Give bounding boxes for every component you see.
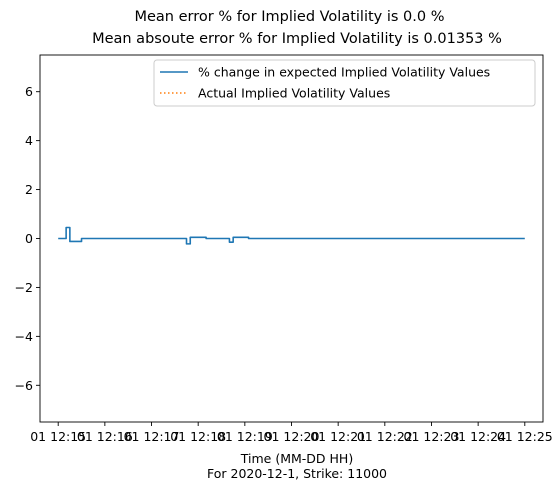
x-tick-label: 01 12:19 xyxy=(217,429,273,444)
series-line-1 xyxy=(58,226,525,245)
x-tick-label: 01 12:17 xyxy=(124,429,180,444)
y-tick-label: 6 xyxy=(25,84,33,99)
y-tick-label: 4 xyxy=(25,133,33,148)
y-tick-label: −4 xyxy=(15,329,33,344)
x-axis-label: Time (MM-DD HH) xyxy=(240,451,354,466)
y-axis-ticks: −6 −4 −2 0 2 4 6 xyxy=(15,84,40,393)
legend-box xyxy=(153,59,536,107)
x-tick-label: 01 12:22 xyxy=(357,429,413,444)
x-tick-label: 01 12:20 xyxy=(264,429,320,444)
legend: % change in expected Implied Volatility … xyxy=(153,59,536,107)
x-tick-label: 01 12:21 xyxy=(310,429,366,444)
y-tick-label: 2 xyxy=(25,182,33,197)
y-tick-label: −6 xyxy=(15,378,33,393)
legend-label-1: % change in expected Implied Volatility … xyxy=(198,65,490,80)
legend-label-2: Actual Implied Volatility Values xyxy=(198,86,390,101)
x-axis-sublabel: For 2020-12-1, Strike: 11000 xyxy=(206,466,388,481)
x-tick-label: 01 12:23 xyxy=(404,429,460,444)
x-tick-label: 01 12:25 xyxy=(497,429,553,444)
x-tick-label: 01 12:18 xyxy=(170,429,226,444)
x-tick-label: 01 12:24 xyxy=(450,429,506,444)
y-tick-label: −2 xyxy=(15,280,33,295)
chart-title-line-2: Mean absoute error % for Implied Volatil… xyxy=(92,31,502,47)
x-tick-label: 01 12:16 xyxy=(77,429,133,444)
x-tick-label: 01 12:15 xyxy=(30,429,86,444)
chart-title-line-1: Mean error % for Implied Volatility is 0… xyxy=(134,9,445,25)
plot-marks xyxy=(58,226,525,245)
y-tick-label: 0 xyxy=(25,231,33,246)
